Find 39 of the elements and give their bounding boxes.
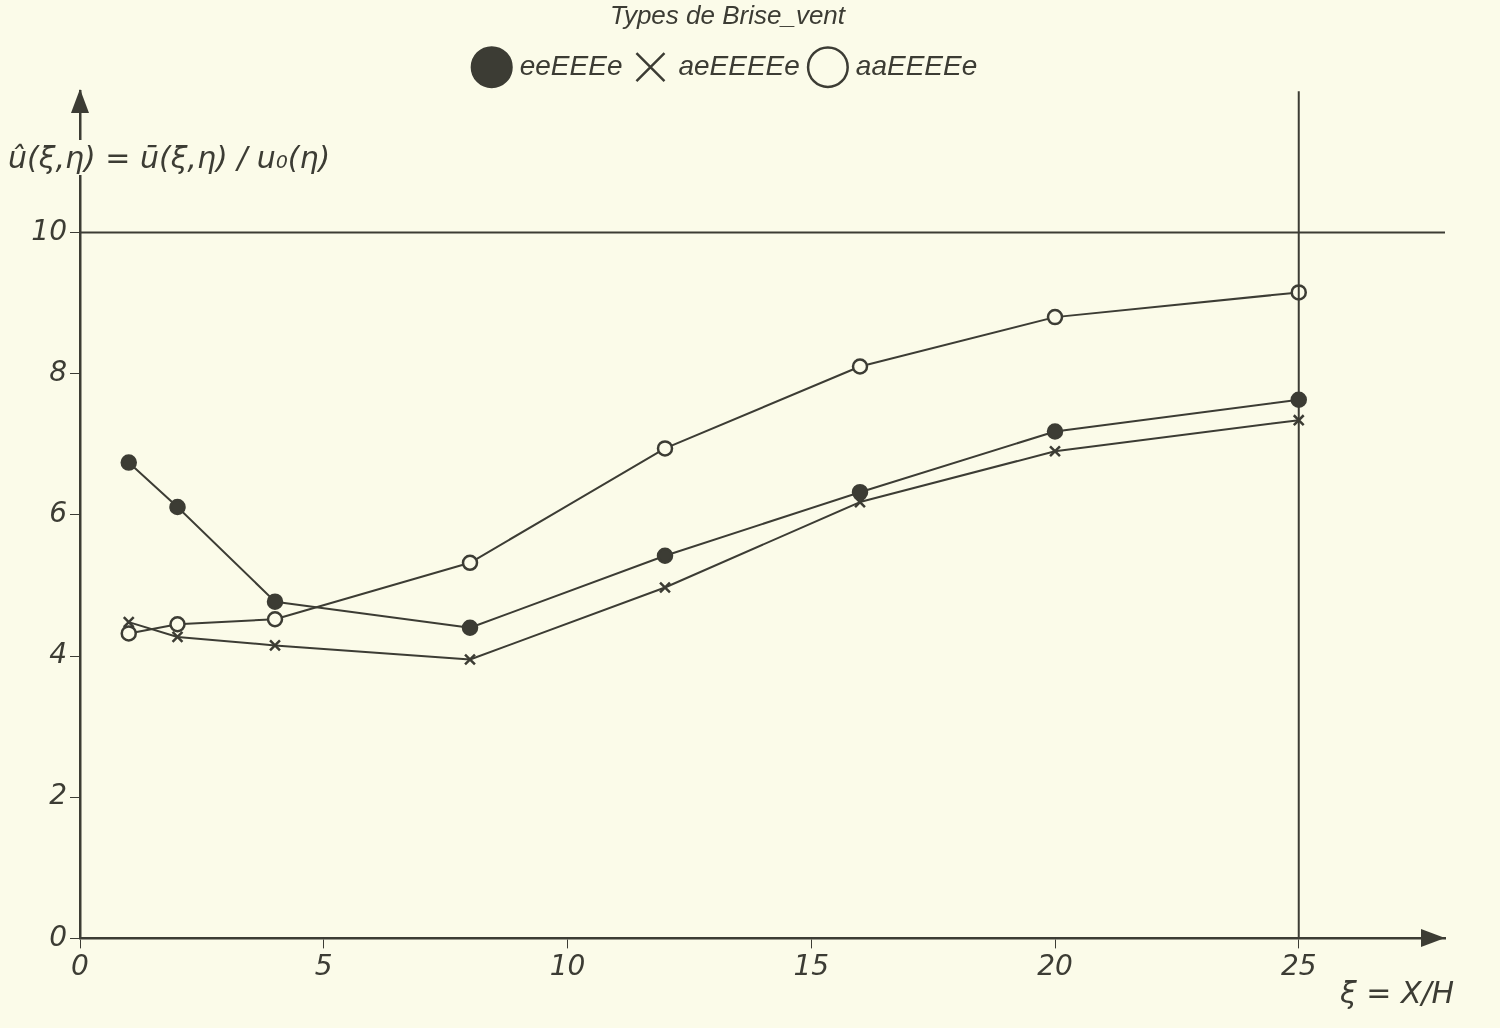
x-axis-title: ξ = X/H	[1340, 975, 1455, 1010]
point	[461, 554, 479, 572]
point	[851, 358, 869, 375]
point	[1046, 308, 1064, 326]
point	[120, 454, 137, 471]
point	[656, 547, 674, 564]
y-tick-label: 0	[49, 919, 67, 953]
y-tick-label: 10	[31, 213, 67, 247]
point	[1048, 445, 1062, 458]
x-tick-label: 20	[1037, 949, 1073, 983]
x-tick-label: 0	[71, 949, 89, 983]
point	[169, 498, 186, 516]
legend-label: aeEEEEe	[678, 50, 800, 81]
point	[851, 483, 869, 501]
x-tick-label: 5	[314, 949, 333, 983]
point	[266, 593, 284, 610]
point	[1292, 414, 1305, 427]
point	[1046, 423, 1064, 440]
point	[658, 581, 672, 594]
point	[171, 630, 184, 644]
legend-label: aaEEEEe	[855, 50, 978, 81]
y-tick-label: 4	[49, 637, 67, 671]
legend-title: Types de Brise_vent	[609, 0, 847, 31]
point	[268, 639, 282, 652]
y-tick-label: 8	[49, 354, 67, 388]
x-tick-label: 15	[793, 949, 830, 983]
y-axis-title: û(ξ,η) = ū(ξ,η) / u₀(η)	[8, 140, 331, 175]
x-tick-label: 25	[1280, 949, 1317, 983]
point	[461, 619, 479, 637]
point	[463, 653, 477, 666]
x-tick-label: 10	[549, 949, 586, 983]
legend-label: eeEEEe	[519, 50, 623, 81]
point	[266, 611, 284, 628]
y-tick-label: 2	[49, 778, 67, 812]
point	[656, 440, 674, 457]
point	[122, 615, 135, 629]
y-tick-label: 6	[49, 496, 67, 530]
point	[120, 625, 137, 642]
point	[169, 615, 186, 633]
